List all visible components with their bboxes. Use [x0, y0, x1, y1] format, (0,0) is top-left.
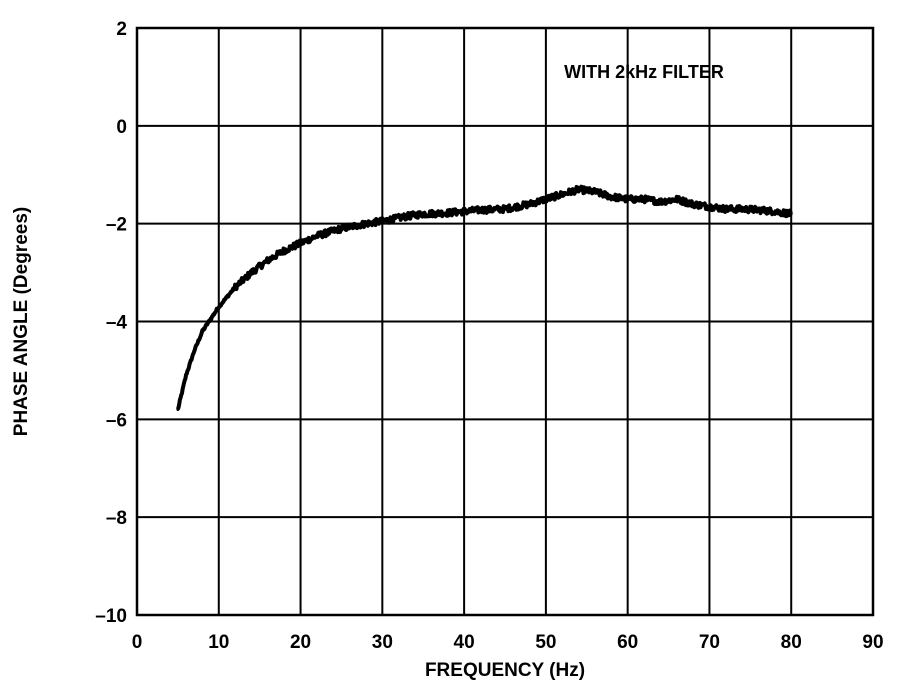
data-layer	[176, 184, 793, 411]
x-tick-label: 50	[535, 632, 556, 653]
x-tick-label: 70	[699, 632, 720, 653]
data-point	[479, 208, 482, 212]
data-point	[266, 258, 270, 262]
grid-lines	[136, 27, 874, 616]
x-tick-label: 80	[781, 632, 802, 653]
data-point	[184, 373, 188, 377]
data-point	[421, 212, 425, 216]
data-point	[503, 207, 507, 211]
x-tick-label: 0	[132, 632, 143, 653]
data-point	[658, 200, 662, 204]
data-point	[250, 271, 253, 275]
data-point	[577, 187, 581, 191]
data-point	[209, 317, 213, 321]
data-point	[675, 197, 679, 201]
data-point	[299, 241, 303, 245]
data-point	[609, 195, 613, 199]
data-point	[405, 214, 409, 218]
data-point	[217, 305, 221, 309]
data-point	[462, 209, 466, 213]
data-point	[789, 212, 793, 216]
data-point	[380, 219, 384, 223]
x-tick-label: 10	[208, 632, 229, 653]
x-tick-label: 90	[862, 632, 883, 653]
x-tick-label: 40	[454, 632, 475, 653]
data-point	[560, 192, 564, 196]
data-point	[192, 349, 196, 353]
data-point	[757, 208, 760, 212]
data-point	[740, 207, 744, 211]
data-point	[176, 408, 180, 411]
y-tick-label: –10	[95, 606, 127, 627]
data-point	[544, 197, 548, 201]
y-tick-label: 2	[116, 19, 127, 40]
data-point	[339, 227, 343, 231]
x-tick-label: 20	[290, 632, 311, 653]
data-point	[773, 209, 777, 213]
y-tick-label: –8	[106, 508, 127, 529]
data-point	[200, 329, 204, 333]
x-tick-label: 60	[617, 632, 638, 653]
data-point	[707, 205, 711, 208]
y-tick-label: 0	[116, 117, 127, 138]
data-point	[315, 234, 319, 238]
x-axis-label: FREQUENCY (Hz)	[425, 660, 585, 681]
y-axis-label: PHASE ANGLE (Degrees)	[11, 207, 32, 436]
phase-series-line	[176, 184, 793, 410]
filter-annotation: WITH 2kHz FILTER	[564, 62, 724, 82]
y-tick-labels: 2 0 –2 –4 –6 –8 –10	[95, 19, 127, 627]
data-point	[626, 197, 630, 201]
data-point	[593, 190, 597, 194]
data-point	[364, 222, 368, 226]
y-tick-label: –4	[106, 313, 128, 334]
plot-frame	[135, 26, 875, 617]
x-tick-label: 30	[372, 632, 393, 653]
data-point	[446, 211, 450, 215]
data-point	[528, 202, 531, 206]
y-tick-label: –2	[106, 215, 127, 236]
x-tick-labels: 0 10 20 30 40 50 60 70 80 90	[132, 632, 884, 653]
y-tick-label: –6	[106, 410, 127, 431]
data-point	[233, 285, 237, 289]
data-point	[724, 207, 728, 211]
data-point	[691, 202, 695, 206]
data-point	[642, 197, 646, 201]
data-point	[282, 249, 286, 253]
